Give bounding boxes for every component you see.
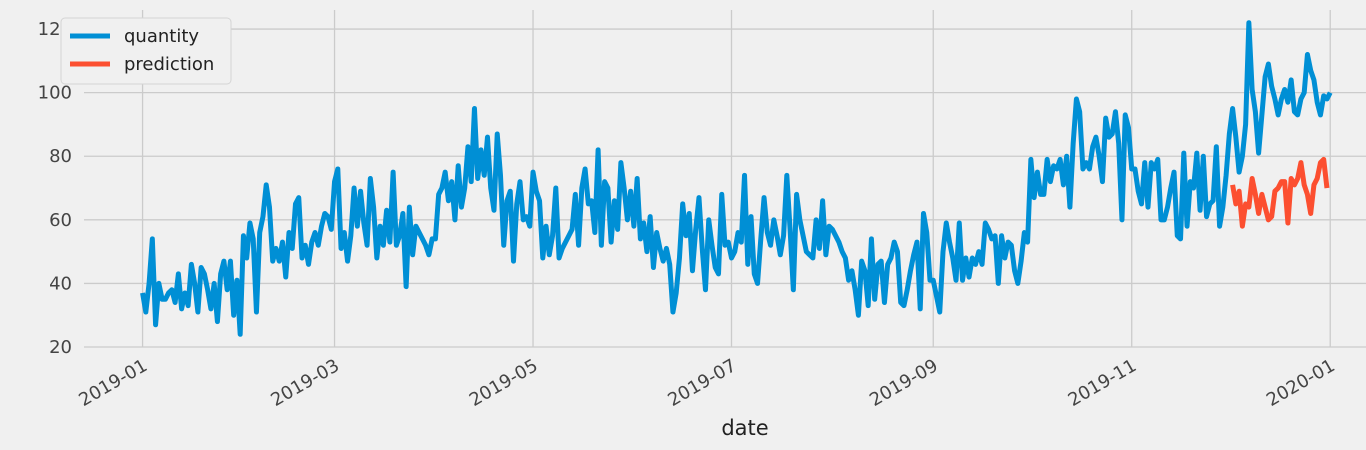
legend-label-quantity: quantity (124, 26, 199, 47)
x-tick-label: 2019-11 (1065, 355, 1141, 411)
x-tick-label: 2019-03 (267, 355, 343, 411)
y-tick-label: 100 (38, 83, 72, 104)
x-tick-label: 2019-09 (866, 355, 942, 411)
series-line-quantity (140, 20, 1333, 337)
y-tick-label: 20 (49, 337, 72, 358)
x-axis-label: date (721, 416, 768, 440)
series-line-prediction (1230, 156, 1330, 229)
y-tick-label: 80 (49, 146, 72, 167)
legend: quantity prediction (60, 17, 232, 85)
x-tick-label: 2020-01 (1263, 355, 1339, 411)
legend-label-prediction: prediction (124, 54, 214, 75)
x-tick-label: 2019-01 (75, 355, 151, 411)
x-tick-label: 2019-07 (664, 355, 740, 411)
x-tick-label: 2019-05 (466, 355, 542, 411)
y-tick-label: 40 (49, 273, 72, 294)
series-lines (140, 20, 1333, 337)
y-tick-label: 60 (49, 210, 72, 231)
